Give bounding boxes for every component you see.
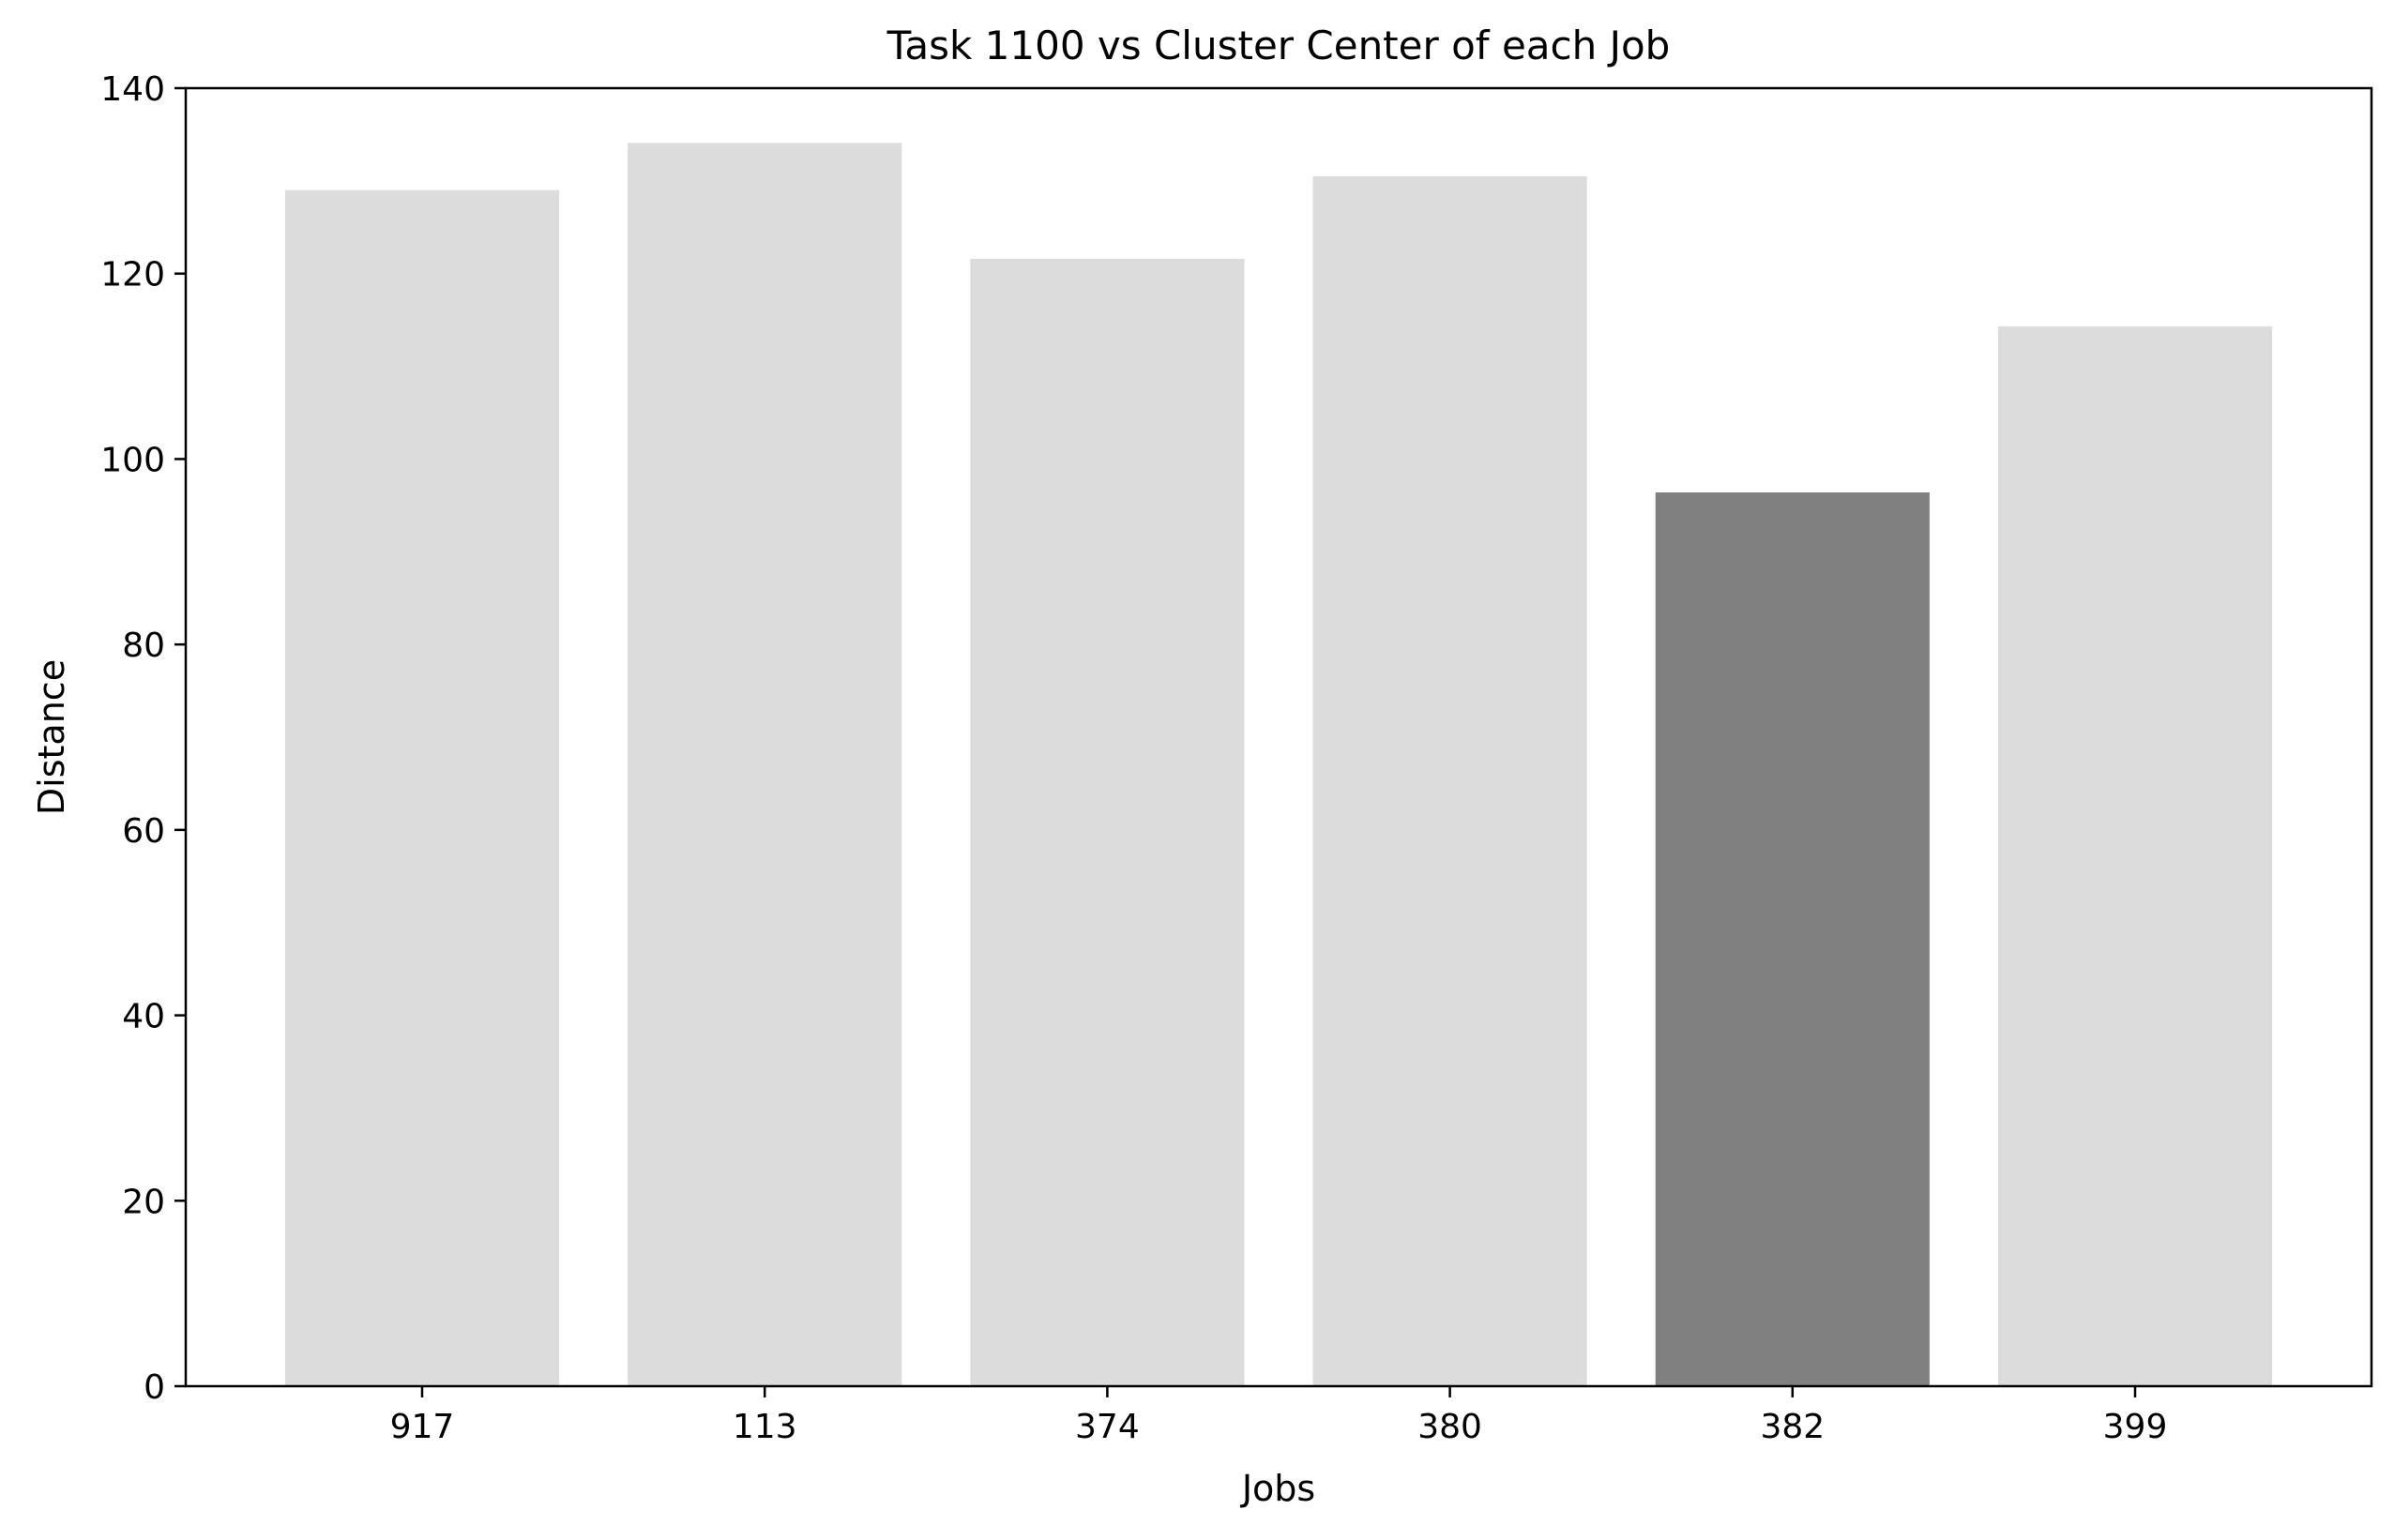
- bar-380: [1312, 175, 1587, 1386]
- x-tick-label-917: 917: [390, 1408, 455, 1446]
- bar-382: [1655, 492, 1930, 1386]
- bar-374: [970, 258, 1245, 1386]
- x-axis-ticks: 917 113 374 380 382 399: [390, 1386, 2168, 1446]
- plot-frame: [184, 86, 2373, 1388]
- x-tick-label-374: 374: [1075, 1408, 1140, 1446]
- x-tick-label-399: 399: [2103, 1408, 2168, 1446]
- y-tick-label-100: 100: [100, 441, 165, 479]
- x-tick-label-113: 113: [733, 1408, 797, 1446]
- x-tick-label-382: 382: [1760, 1408, 1825, 1446]
- bar-399: [1997, 326, 2273, 1386]
- y-tick-label-0: 0: [144, 1368, 165, 1407]
- bar-917: [284, 189, 560, 1386]
- x-tick-label-380: 380: [1417, 1408, 1482, 1446]
- bars-layer: [284, 143, 2273, 1387]
- x-axis-label: Jobs: [1240, 1468, 1315, 1509]
- y-tick-label-60: 60: [122, 812, 165, 851]
- y-axis-label: Distance: [31, 659, 72, 815]
- y-tick-label-120: 120: [100, 256, 165, 294]
- y-tick-label-80: 80: [122, 627, 165, 665]
- bar-113: [628, 143, 902, 1387]
- y-tick-label-20: 20: [122, 1183, 165, 1221]
- chart-title: Task 1100 vs Cluster Center of each Job: [886, 23, 1671, 68]
- y-tick-label-40: 40: [122, 998, 165, 1036]
- y-tick-label-140: 140: [100, 70, 165, 109]
- y-axis-ticks: 0 20 40 60 80 100 120 140: [100, 70, 186, 1407]
